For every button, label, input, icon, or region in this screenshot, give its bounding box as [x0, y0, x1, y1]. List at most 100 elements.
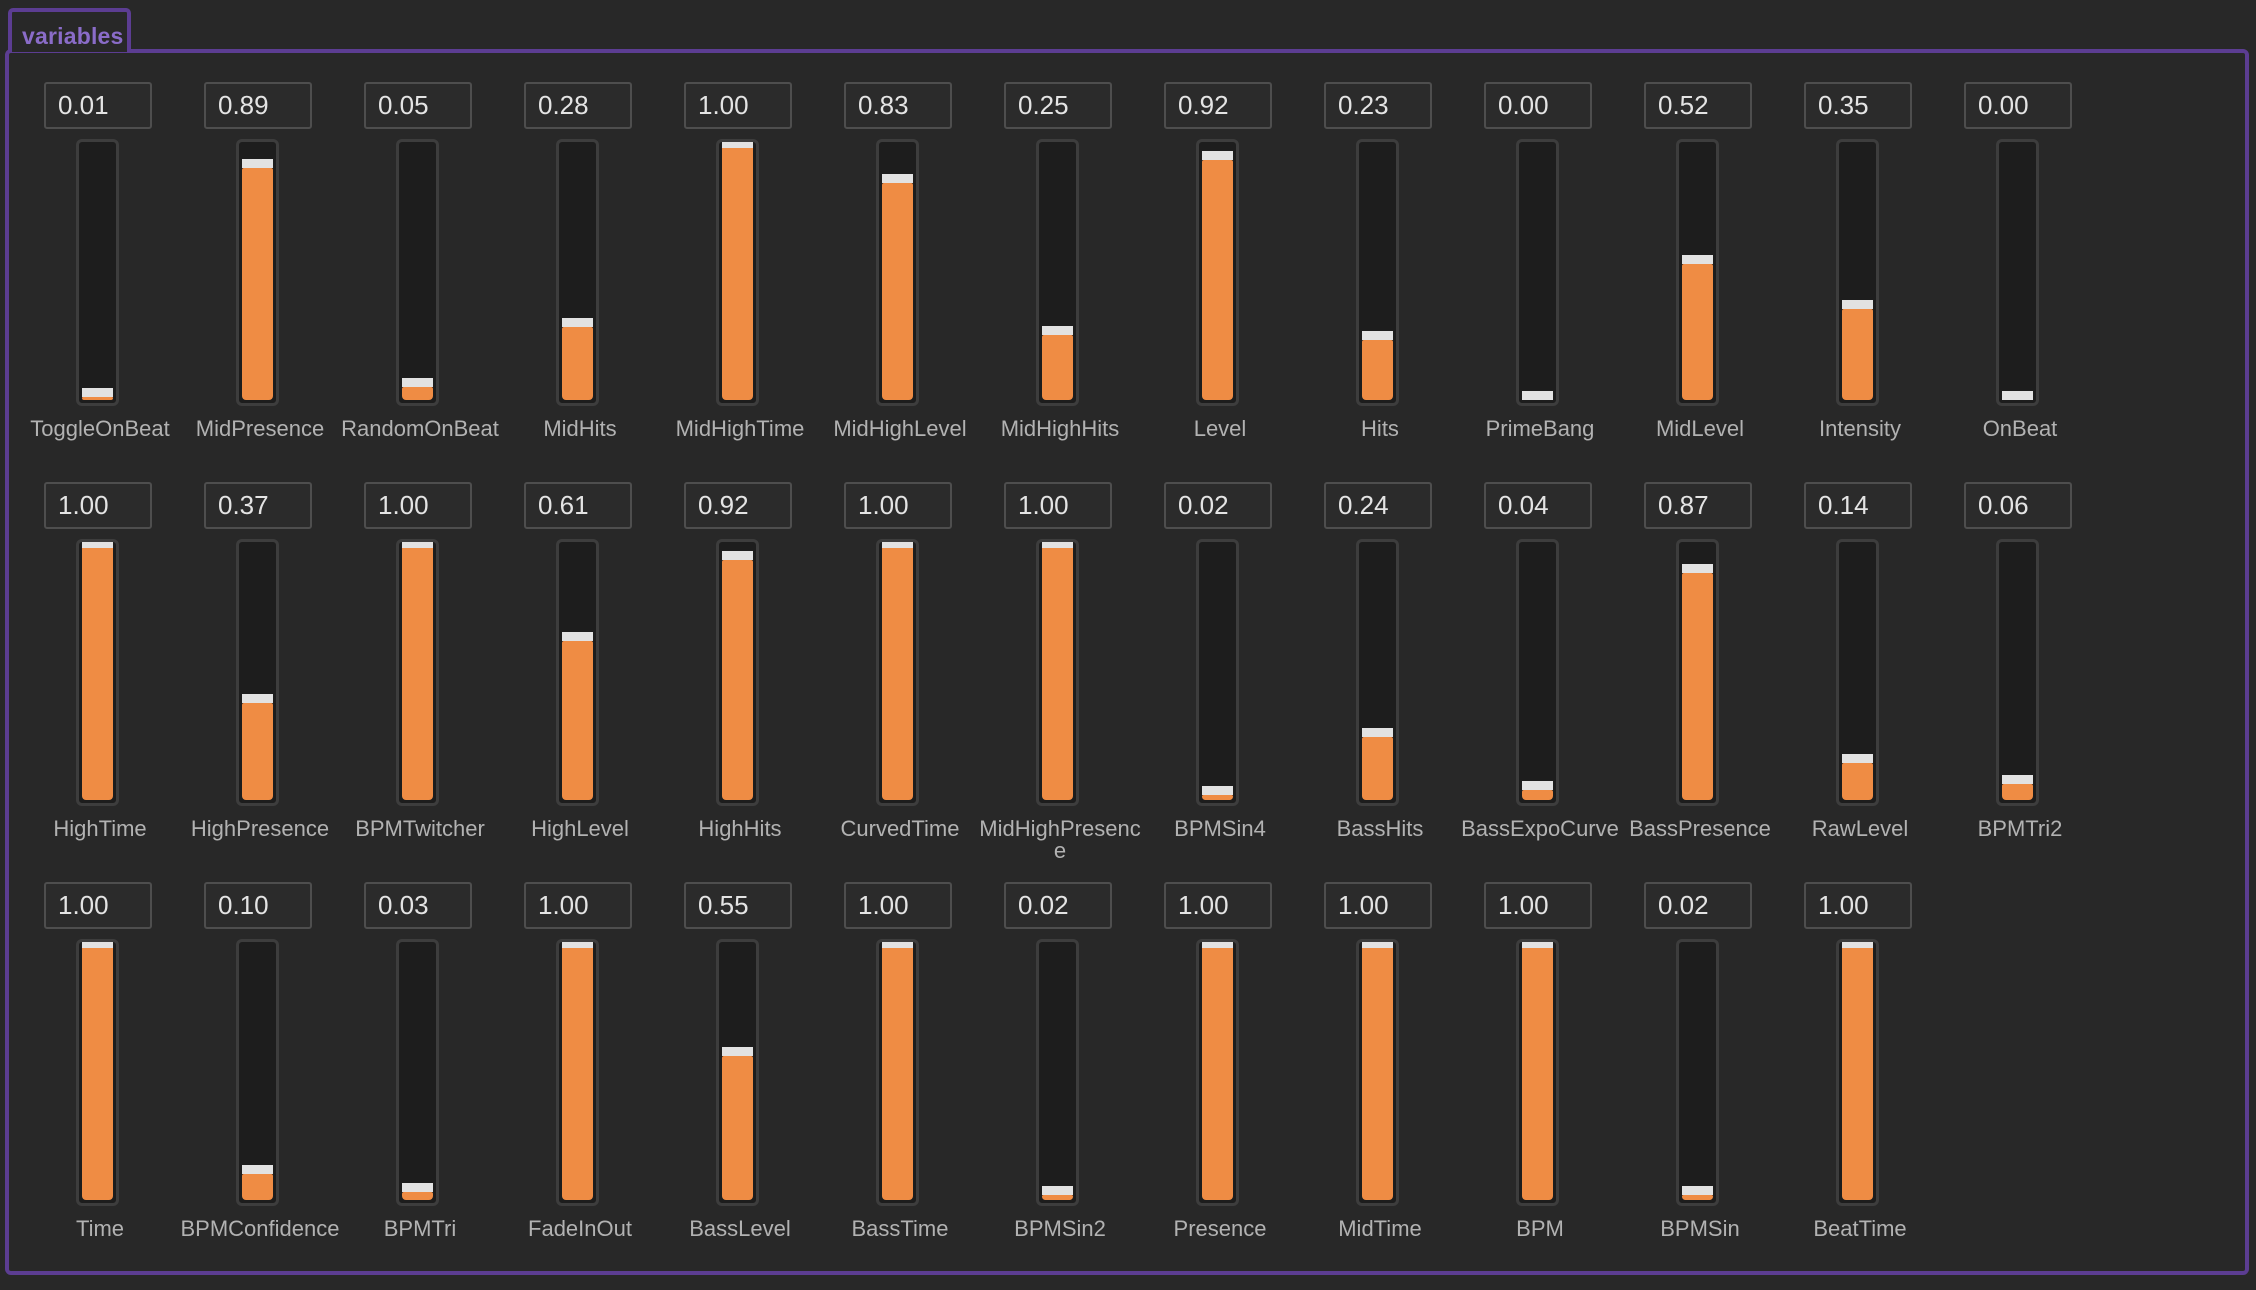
slider-track[interactable]	[396, 939, 439, 1206]
slider-handle[interactable]	[562, 942, 593, 948]
slider-handle[interactable]	[82, 388, 113, 397]
slider-intensity[interactable]: 0.35 Intensity	[1780, 82, 1940, 468]
slider-highpresence[interactable]: 0.37 HighPresence	[180, 482, 340, 868]
slider-track[interactable]	[716, 939, 759, 1206]
slider-primebang[interactable]: 0.00 PrimeBang	[1460, 82, 1620, 468]
slider-handle[interactable]	[1682, 564, 1713, 573]
slider-handle[interactable]	[882, 174, 913, 183]
slider-handle[interactable]	[402, 542, 433, 548]
slider-midhits[interactable]: 0.28 MidHits	[500, 82, 660, 468]
slider-track[interactable]	[1836, 139, 1879, 406]
value-field[interactable]: 0.02	[1644, 882, 1752, 929]
slider-track[interactable]	[556, 139, 599, 406]
slider-rawlevel[interactable]: 0.14 RawLevel	[1780, 482, 1940, 868]
slider-track[interactable]	[236, 539, 279, 806]
slider-track[interactable]	[1516, 539, 1559, 806]
slider-midtime[interactable]: 1.00 MidTime	[1300, 882, 1460, 1268]
slider-track[interactable]	[1516, 939, 1559, 1206]
slider-randomonbeat[interactable]: 0.05 RandomOnBeat	[340, 82, 500, 468]
value-field[interactable]: 0.00	[1484, 82, 1592, 129]
value-field[interactable]: 0.28	[524, 82, 632, 129]
slider-handle[interactable]	[1042, 542, 1073, 548]
value-field[interactable]: 1.00	[844, 482, 952, 529]
slider-midpresence[interactable]: 0.89 MidPresence	[180, 82, 340, 468]
slider-track[interactable]	[876, 939, 919, 1206]
slider-basshits[interactable]: 0.24 BassHits	[1300, 482, 1460, 868]
slider-track[interactable]	[1676, 539, 1719, 806]
slider-track[interactable]	[1836, 939, 1879, 1206]
slider-track[interactable]	[1996, 139, 2039, 406]
slider-bpm[interactable]: 1.00 BPM	[1460, 882, 1620, 1268]
value-field[interactable]: 0.35	[1804, 82, 1912, 129]
value-field[interactable]: 0.03	[364, 882, 472, 929]
slider-fadeinout[interactable]: 1.00 FadeInOut	[500, 882, 660, 1268]
value-field[interactable]: 0.61	[524, 482, 632, 529]
slider-track[interactable]	[1836, 539, 1879, 806]
slider-bpmconfidence[interactable]: 0.10 BPMConfidence	[180, 882, 340, 1268]
slider-handle[interactable]	[242, 1165, 273, 1174]
slider-track[interactable]	[556, 939, 599, 1206]
value-field[interactable]: 1.00	[524, 882, 632, 929]
slider-handle[interactable]	[1362, 942, 1393, 948]
value-field[interactable]: 0.04	[1484, 482, 1592, 529]
slider-track[interactable]	[716, 139, 759, 406]
slider-basspresence[interactable]: 0.87 BassPresence	[1620, 482, 1780, 868]
slider-beattime[interactable]: 1.00 BeatTime	[1780, 882, 1940, 1268]
slider-handle[interactable]	[1842, 754, 1873, 763]
slider-track[interactable]	[236, 139, 279, 406]
slider-hits[interactable]: 0.23 Hits	[1300, 82, 1460, 468]
slider-track[interactable]	[1356, 539, 1399, 806]
slider-highhits[interactable]: 0.92 HighHits	[660, 482, 820, 868]
slider-bassexpocurve[interactable]: 0.04 BassExpoCurve	[1460, 482, 1620, 868]
slider-highlevel[interactable]: 0.61 HighLevel	[500, 482, 660, 868]
value-field[interactable]: 0.92	[684, 482, 792, 529]
slider-handle[interactable]	[402, 378, 433, 387]
value-field[interactable]: 1.00	[44, 882, 152, 929]
slider-bpmsin2[interactable]: 0.02 BPMSin2	[980, 882, 1140, 1268]
slider-track[interactable]	[76, 139, 119, 406]
slider-curvedtime[interactable]: 1.00 CurvedTime	[820, 482, 980, 868]
value-field[interactable]: 0.00	[1964, 82, 2072, 129]
tab-variables[interactable]: variables	[8, 8, 131, 52]
value-field[interactable]: 1.00	[684, 82, 792, 129]
value-field[interactable]: 0.06	[1964, 482, 2072, 529]
slider-toggleonbeat[interactable]: 0.01 ToggleOnBeat	[20, 82, 180, 468]
slider-basstime[interactable]: 1.00 BassTime	[820, 882, 980, 1268]
value-field[interactable]: 0.55	[684, 882, 792, 929]
slider-track[interactable]	[76, 939, 119, 1206]
slider-track[interactable]	[396, 139, 439, 406]
slider-handle[interactable]	[1842, 300, 1873, 309]
value-field[interactable]: 1.00	[44, 482, 152, 529]
slider-handle[interactable]	[1042, 1186, 1073, 1195]
slider-handle[interactable]	[1362, 331, 1393, 340]
slider-midhighlevel[interactable]: 0.83 MidHighLevel	[820, 82, 980, 468]
slider-handle[interactable]	[2002, 391, 2033, 400]
slider-handle[interactable]	[2002, 775, 2033, 784]
slider-midhighpresence[interactable]: 1.00 MidHighPresence	[979, 482, 1141, 868]
value-field[interactable]: 0.01	[44, 82, 152, 129]
slider-handle[interactable]	[1682, 1186, 1713, 1195]
slider-handle[interactable]	[722, 551, 753, 560]
value-field[interactable]: 1.00	[1164, 882, 1272, 929]
slider-track[interactable]	[1036, 939, 1079, 1206]
slider-onbeat[interactable]: 0.00 OnBeat	[1940, 82, 2100, 468]
slider-level[interactable]: 0.92 Level	[1140, 82, 1300, 468]
slider-handle[interactable]	[1522, 942, 1553, 948]
slider-handle[interactable]	[722, 142, 753, 148]
slider-bpmsin4[interactable]: 0.02 BPMSin4	[1140, 482, 1300, 868]
slider-handle[interactable]	[1682, 255, 1713, 264]
slider-midhightime[interactable]: 1.00 MidHighTime	[660, 82, 820, 468]
value-field[interactable]: 0.92	[1164, 82, 1272, 129]
slider-presence[interactable]: 1.00 Presence	[1140, 882, 1300, 1268]
value-field[interactable]: 1.00	[1324, 882, 1432, 929]
slider-handle[interactable]	[402, 1183, 433, 1192]
slider-handle[interactable]	[1202, 786, 1233, 795]
slider-track[interactable]	[876, 139, 919, 406]
slider-track[interactable]	[1996, 539, 2039, 806]
slider-track[interactable]	[556, 539, 599, 806]
slider-track[interactable]	[1036, 139, 1079, 406]
slider-handle[interactable]	[242, 694, 273, 703]
value-field[interactable]: 0.10	[204, 882, 312, 929]
slider-track[interactable]	[1036, 539, 1079, 806]
slider-bpmtri2[interactable]: 0.06 BPMTri2	[1940, 482, 2100, 868]
